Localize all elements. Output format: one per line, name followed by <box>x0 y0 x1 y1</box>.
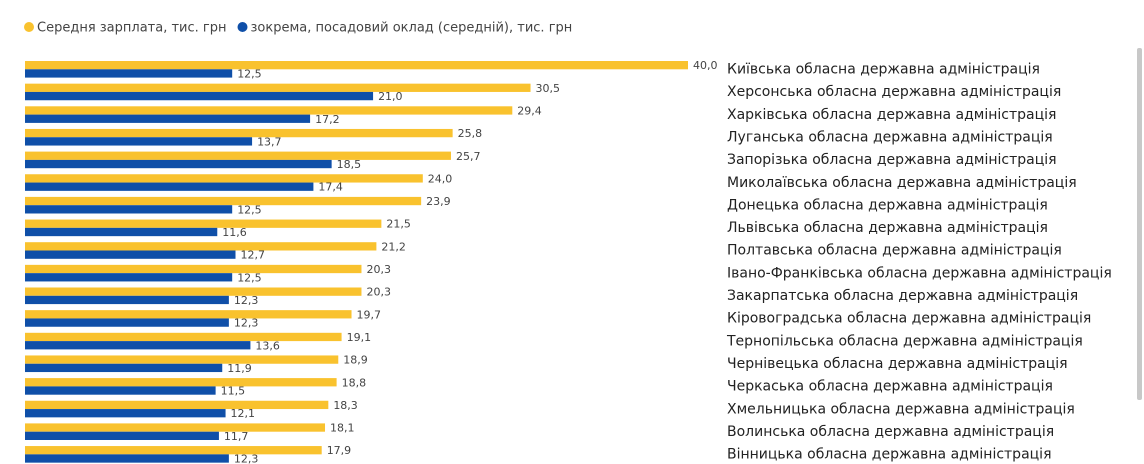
value-label: 12,1 <box>231 407 256 420</box>
value-label: 21,5 <box>386 218 411 231</box>
bar <box>25 295 229 305</box>
category-label: Чернівецька обласна державна адміністрац… <box>727 356 1068 372</box>
value-label: 25,8 <box>458 127 483 140</box>
bar <box>25 227 218 237</box>
value-label: 24,0 <box>428 172 453 185</box>
bar <box>25 196 422 206</box>
bar <box>25 400 329 410</box>
category-label: Київська обласна державна адміністрація <box>727 62 1040 78</box>
value-label: 12,3 <box>234 453 259 464</box>
bar <box>25 355 339 364</box>
value-label: 29,4 <box>517 104 542 117</box>
value-label: 12,3 <box>234 294 259 307</box>
value-label: 40,0 <box>693 59 718 72</box>
category-label: Кіровоградська обласна державна адмініст… <box>727 311 1091 327</box>
value-label: 30,5 <box>536 82 561 95</box>
category-label: Полтавська обласна державна адміністраці… <box>727 243 1062 259</box>
value-label: 17,4 <box>318 181 343 194</box>
legend-label: зокрема, посадовий оклад (середній), тис… <box>251 21 573 36</box>
bar <box>25 83 531 92</box>
category-label: Вінницька обласна державна адміністрація <box>727 447 1052 463</box>
value-label: 18,5 <box>337 158 362 171</box>
bar <box>25 446 322 455</box>
category-label: Донецька обласна державна адміністрація <box>727 197 1048 213</box>
bar <box>25 409 226 418</box>
bar <box>25 423 326 432</box>
value-label: 11,5 <box>221 385 246 398</box>
category-label: Волинська обласна державна адміністрація <box>727 424 1054 440</box>
bar <box>25 341 251 350</box>
bar <box>25 318 229 327</box>
value-label: 25,7 <box>456 150 481 163</box>
value-label: 11,6 <box>222 226 247 239</box>
legend-marker <box>24 22 34 32</box>
bar <box>25 61 688 70</box>
category-label: Івано-Франківська обласна державна адмін… <box>727 265 1112 281</box>
bar <box>25 264 362 274</box>
value-label: 11,9 <box>227 362 252 375</box>
bar <box>25 273 233 282</box>
category-label: Тернопільська обласна державна адміністр… <box>726 333 1083 349</box>
category-label: Луганська обласна державна адміністрація <box>727 129 1053 145</box>
category-label: Черкаська обласна державна адміністрація <box>727 379 1053 395</box>
value-label: 13,7 <box>257 135 282 148</box>
value-label: 11,7 <box>224 430 249 443</box>
bar <box>25 378 337 387</box>
bar <box>25 114 311 123</box>
category-label: Запорізька обласна державна адміністраці… <box>727 152 1057 168</box>
value-label: 12,3 <box>234 317 259 330</box>
value-label: 12,7 <box>241 249 266 262</box>
bar <box>25 128 453 138</box>
bar <box>25 69 233 78</box>
value-label: 19,7 <box>357 308 382 321</box>
value-label: 21,2 <box>381 240 406 253</box>
category-label: Миколаївська обласна державна адміністра… <box>727 175 1077 191</box>
bar <box>25 386 216 395</box>
bar <box>25 205 233 214</box>
category-label: Закарпатська обласна державна адміністра… <box>727 288 1078 304</box>
bar <box>25 287 362 296</box>
value-label: 12,5 <box>237 203 262 216</box>
value-label: 21,0 <box>378 90 403 103</box>
bar <box>25 219 382 228</box>
bar <box>25 159 332 169</box>
bar <box>25 332 342 342</box>
scrollbar[interactable] <box>1137 48 1142 400</box>
category-label: Херсонська обласна державна адміністраці… <box>727 84 1061 100</box>
bar <box>25 363 223 373</box>
bar <box>25 151 451 160</box>
value-label: 18,3 <box>333 399 358 412</box>
value-label: 18,8 <box>342 376 367 389</box>
value-label: 12,5 <box>237 271 262 284</box>
value-label: 17,2 <box>315 113 340 126</box>
value-label: 18,9 <box>343 354 368 367</box>
value-label: 18,1 <box>330 422 355 435</box>
bar <box>25 310 352 319</box>
value-label: 13,6 <box>255 339 279 352</box>
legend-marker <box>237 22 248 32</box>
bar <box>25 182 314 191</box>
bar <box>25 174 423 183</box>
bar <box>25 250 236 259</box>
value-label: 17,9 <box>327 444 352 457</box>
bar <box>25 91 374 101</box>
bar <box>25 106 513 115</box>
category-label: Хмельницька обласна державна адміністрац… <box>727 401 1075 417</box>
bar <box>25 242 377 251</box>
bar <box>25 454 229 463</box>
bar <box>25 431 219 440</box>
value-label: 20,3 <box>366 263 391 276</box>
value-label: 12,5 <box>237 67 262 80</box>
category-label: Львівська обласна державна адміністрація <box>727 220 1048 236</box>
category-label: Харківська обласна державна адміністраці… <box>727 107 1056 123</box>
value-label: 19,1 <box>347 331 372 344</box>
bar <box>25 137 253 146</box>
value-label: 23,9 <box>426 195 451 208</box>
legend-label: Середня зарплата, тис. грн <box>37 21 227 36</box>
value-label: 20,3 <box>366 286 391 299</box>
